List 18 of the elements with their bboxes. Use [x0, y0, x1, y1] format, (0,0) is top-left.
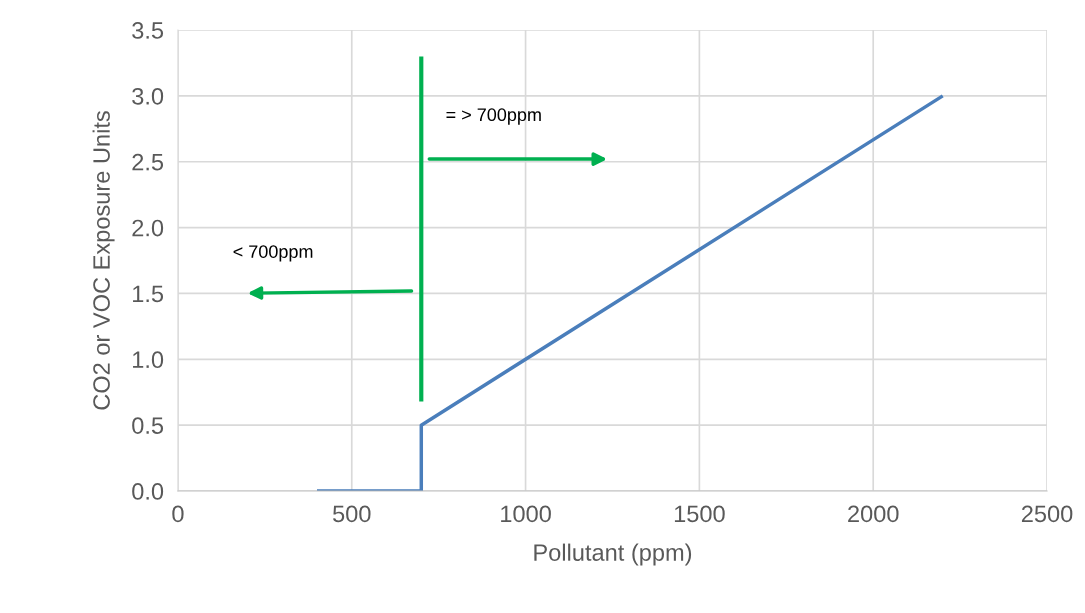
- x-tick-label: 1500: [674, 505, 725, 523]
- y-tick-label: 3.0: [132, 87, 164, 105]
- y-tick-label: 1.5: [133, 285, 164, 303]
- x-tick-label: 2500: [1021, 505, 1073, 523]
- y-tick-label: 2.5: [132, 153, 164, 171]
- y-axis-title: CO2 or VOC Exposure Units: [92, 111, 115, 410]
- x-tick-label: 1000: [501, 505, 551, 523]
- y-tick-label: 3.5: [132, 22, 164, 39]
- x-tick-label: 2000: [848, 505, 899, 523]
- y-tick-label: 0.0: [132, 483, 164, 500]
- x-tick-label: 0: [172, 505, 184, 523]
- x-tick-label: 500: [333, 505, 371, 523]
- annotation: = > 700ppm: [446, 108, 541, 125]
- y-tick-label: 2.0: [132, 219, 164, 237]
- x-axis-title: Pollutant (ppm): [534, 543, 692, 566]
- annotation: < 700ppm: [233, 245, 313, 262]
- y-tick-label: 0.5: [132, 417, 164, 434]
- y-tick-label: 1.0: [133, 351, 164, 369]
